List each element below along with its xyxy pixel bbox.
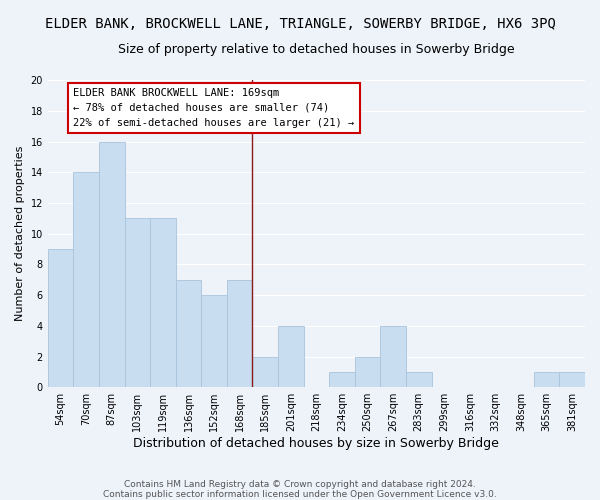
Text: ELDER BANK, BROCKWELL LANE, TRIANGLE, SOWERBY BRIDGE, HX6 3PQ: ELDER BANK, BROCKWELL LANE, TRIANGLE, SO…: [44, 18, 556, 32]
Bar: [278, 326, 304, 387]
Y-axis label: Number of detached properties: Number of detached properties: [15, 146, 25, 322]
Bar: [99, 142, 125, 387]
Text: Contains HM Land Registry data © Crown copyright and database right 2024.: Contains HM Land Registry data © Crown c…: [124, 480, 476, 489]
Title: Size of property relative to detached houses in Sowerby Bridge: Size of property relative to detached ho…: [118, 42, 515, 56]
X-axis label: Distribution of detached houses by size in Sowerby Bridge: Distribution of detached houses by size …: [133, 437, 499, 450]
Bar: [559, 372, 585, 387]
Bar: [150, 218, 176, 387]
Bar: [355, 356, 380, 387]
Bar: [176, 280, 201, 387]
Bar: [534, 372, 559, 387]
Bar: [253, 356, 278, 387]
Bar: [380, 326, 406, 387]
Bar: [73, 172, 99, 387]
Bar: [48, 249, 73, 387]
Bar: [329, 372, 355, 387]
Bar: [406, 372, 431, 387]
Text: ELDER BANK BROCKWELL LANE: 169sqm
← 78% of detached houses are smaller (74)
22% : ELDER BANK BROCKWELL LANE: 169sqm ← 78% …: [73, 88, 355, 128]
Bar: [125, 218, 150, 387]
Text: Contains public sector information licensed under the Open Government Licence v3: Contains public sector information licen…: [103, 490, 497, 499]
Bar: [227, 280, 253, 387]
Bar: [201, 295, 227, 387]
